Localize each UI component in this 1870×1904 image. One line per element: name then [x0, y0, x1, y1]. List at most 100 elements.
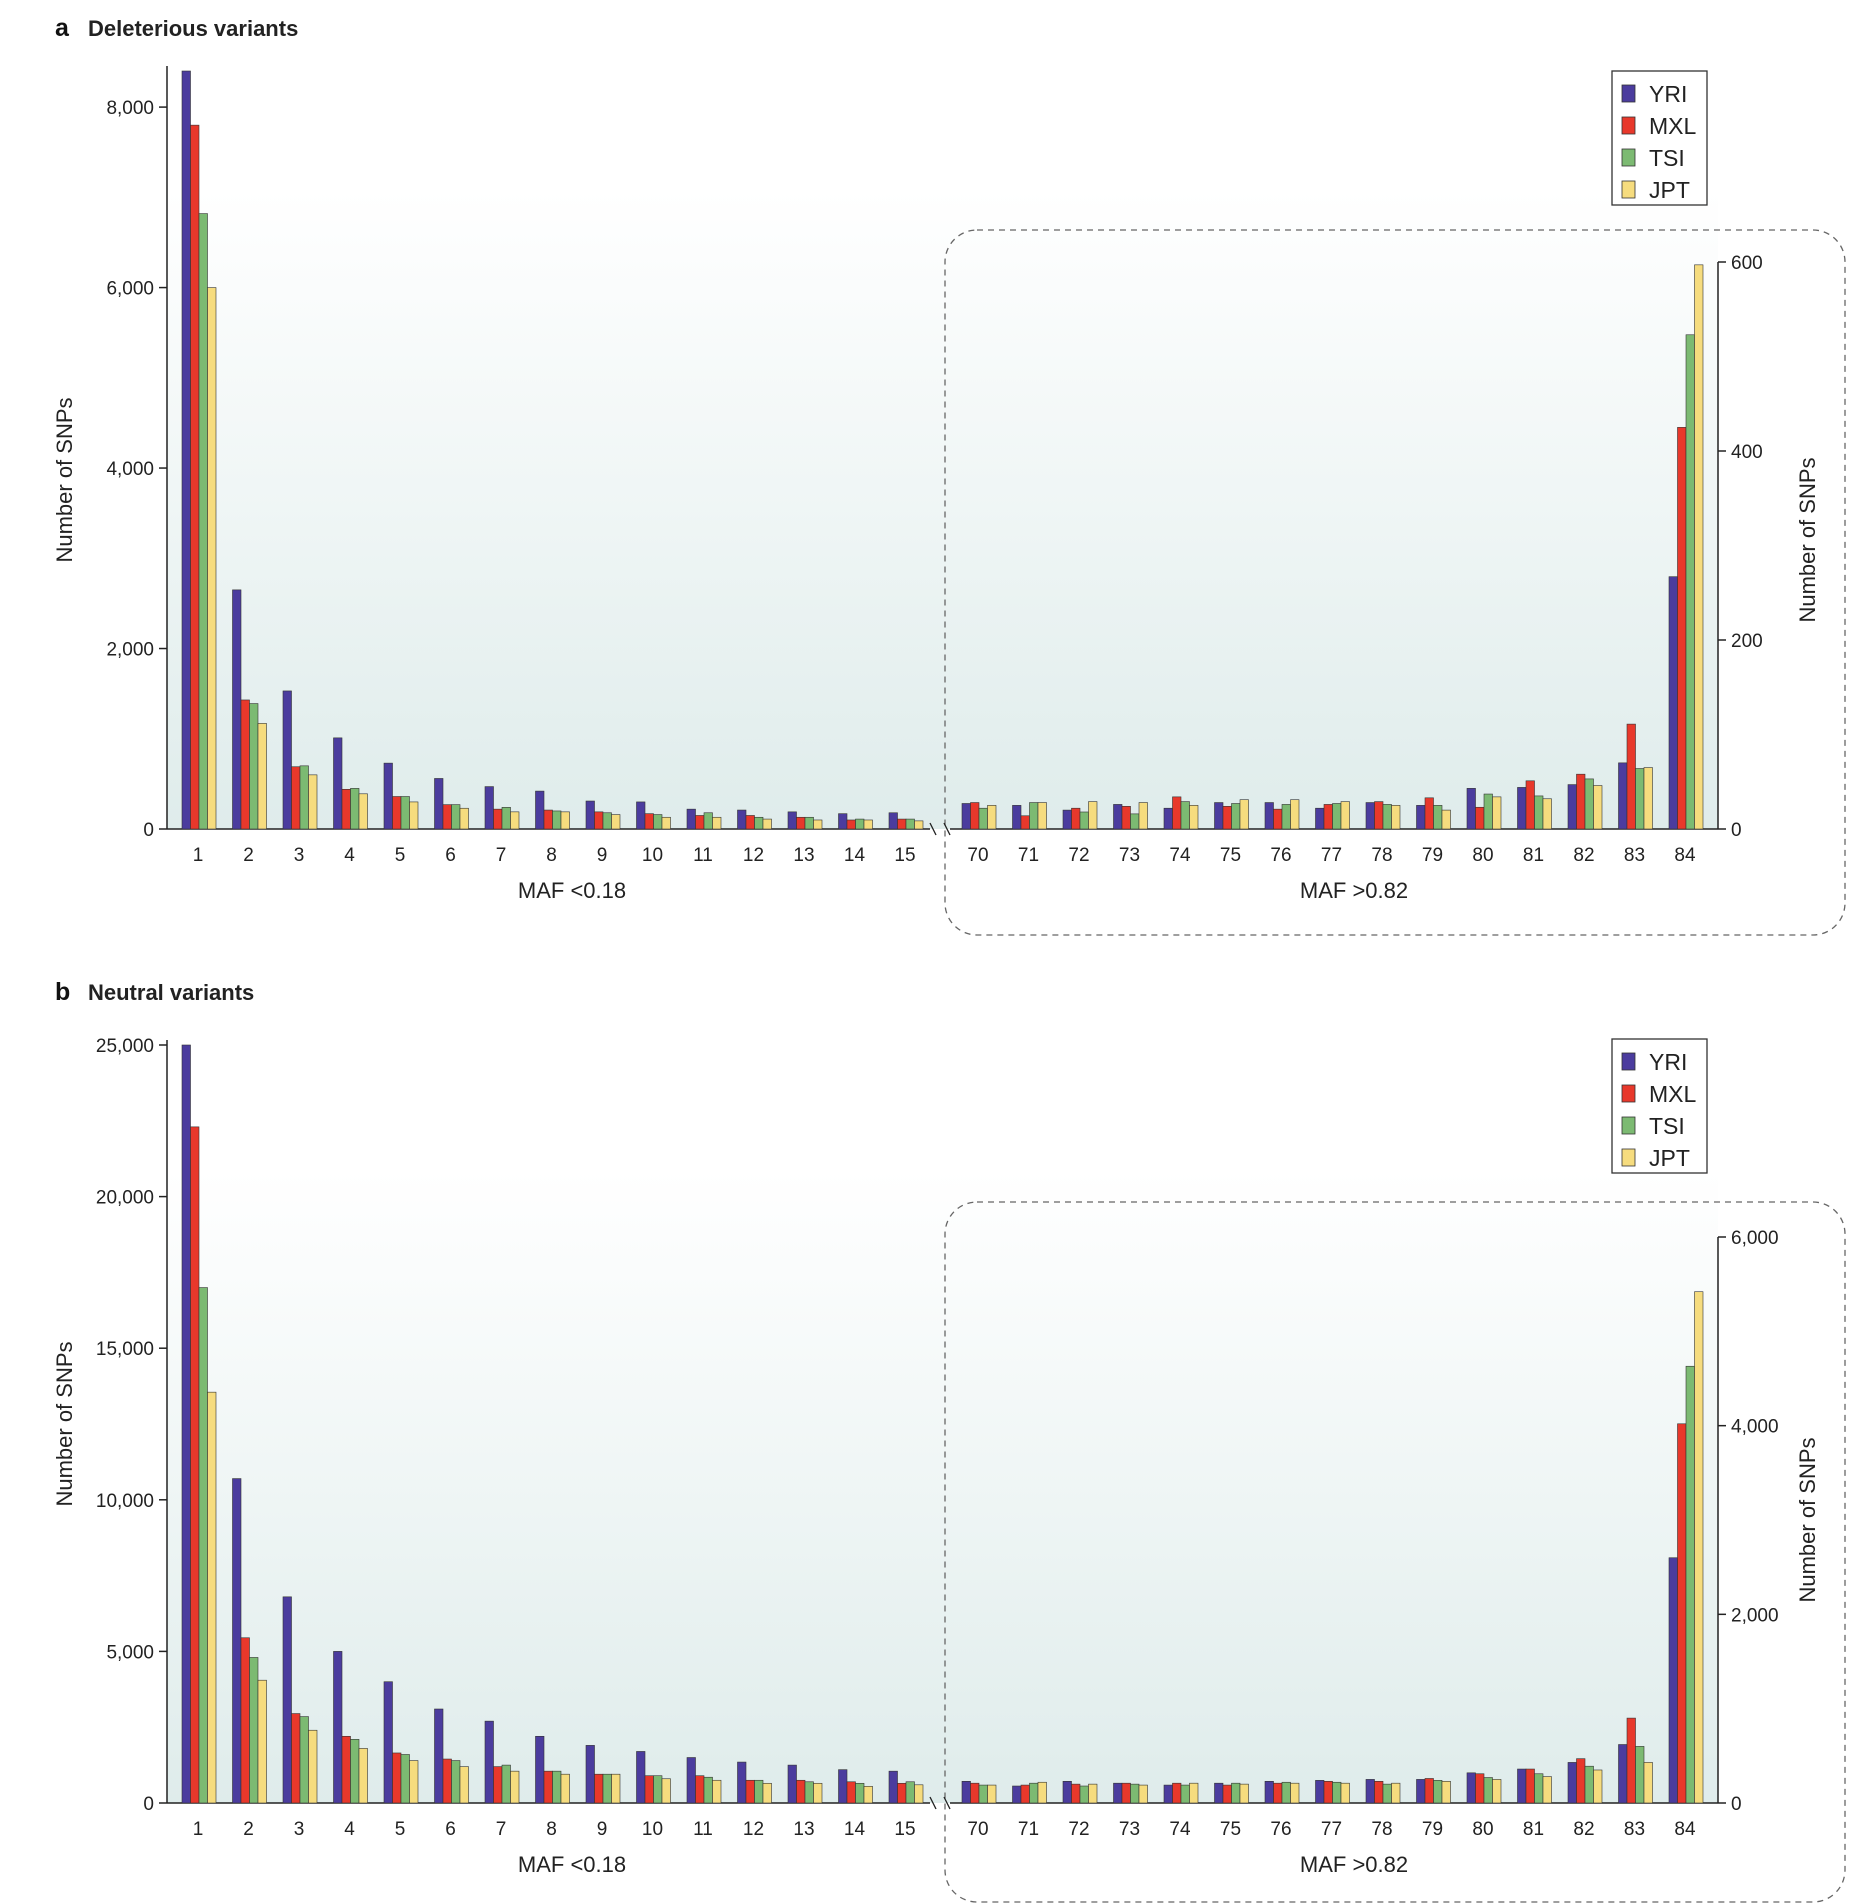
pb-right-bar-tsi-70: [978, 1784, 988, 1804]
pa-left-bar-yri-15: [888, 812, 898, 830]
pa-right-bar-yri-83: [1618, 762, 1628, 830]
pb-right-bar-tsi-79: [1433, 1780, 1443, 1804]
pb-left-bar-mxl-9: [594, 1773, 604, 1804]
pa-left-xtick-label: 4: [344, 845, 355, 866]
pb-right-bar-mxl-73: [1121, 1782, 1131, 1804]
pb-right-bar-jpt-81: [1542, 1776, 1552, 1804]
pa-left-bar-tsi-13: [804, 816, 814, 830]
pb-left-bar-yri-4: [333, 1651, 343, 1804]
pb-right-xtick-label: 83: [1624, 1819, 1645, 1840]
pb-left-bar-tsi-6: [451, 1760, 461, 1804]
pa-right-bar-jpt-70: [987, 805, 997, 830]
pa-right-bar-jpt-76: [1290, 799, 1300, 830]
pa-left-bar-tsi-6: [451, 804, 461, 830]
pb-left-bar-jpt-11: [712, 1779, 722, 1804]
pb-left-bar-tsi-9: [602, 1773, 612, 1804]
pa-right-bar-mxl-76: [1273, 808, 1283, 830]
pa-left-xtick-label: 13: [793, 845, 814, 866]
pa-right-bar-mxl-74: [1172, 796, 1182, 830]
pb-right-bar-yri-79: [1416, 1779, 1426, 1804]
pb-left-xtick-label: 10: [642, 1819, 663, 1840]
pb-legend-swatch-tsi: [1621, 1116, 1636, 1135]
pa-left-xtick-label: 5: [395, 845, 406, 866]
pb-left-bar-yri-13: [787, 1764, 797, 1804]
pa-left-xtick-label: 15: [894, 845, 915, 866]
pb-left-bar-jpt-10: [661, 1778, 671, 1804]
pa-right-bar-yri-73: [1113, 804, 1123, 830]
pa-left-bar-mxl-12: [745, 815, 755, 830]
pb-left-xtick-label: 5: [395, 1819, 406, 1840]
pa-right-bar-jpt-74: [1189, 805, 1199, 830]
pa-left-bar-mxl-1: [190, 124, 200, 830]
pa-right-xtick-label: 71: [1018, 845, 1039, 866]
pb-right-bar-tsi-80: [1483, 1777, 1493, 1804]
pa-left-y-axis-title: Number of SNPs: [52, 397, 77, 562]
pa-right-ytick-label: 0: [1731, 820, 1742, 841]
pb-left-bar-tsi-5: [400, 1754, 410, 1804]
pb-left-bar-yri-8: [535, 1735, 545, 1804]
pa-left-bar-yri-1: [181, 70, 191, 830]
pb-right-bar-tsi-83: [1635, 1746, 1645, 1804]
pb-legend-label-mxl: MXL: [1649, 1081, 1697, 1107]
pb-left-bar-mxl-7: [493, 1766, 503, 1804]
pb-right-bar-yri-71: [1012, 1785, 1022, 1804]
pb-left-bar-tsi-2: [249, 1657, 259, 1804]
pa-legend-label-mxl: MXL: [1649, 113, 1697, 139]
pa-left-bar-yri-7: [484, 786, 494, 830]
pb-left-xtick-label: 1: [193, 1819, 204, 1840]
pa-right-bar-tsi-73: [1130, 813, 1140, 830]
pb-right-bar-yri-76: [1264, 1781, 1274, 1804]
pb-right-xtick-label: 71: [1018, 1819, 1039, 1840]
pb-left-bar-mxl-12: [745, 1779, 755, 1804]
pb-left-bar-jpt-5: [409, 1760, 419, 1804]
pa-left-bar-mxl-10: [644, 813, 654, 830]
pa-left-bar-jpt-12: [762, 818, 772, 830]
pa-right-xtick-label: 80: [1472, 845, 1493, 866]
pb-left-bar-yri-10: [636, 1751, 646, 1804]
pb-left-bar-jpt-14: [863, 1786, 873, 1804]
pb-right-bar-mxl-70: [970, 1782, 980, 1804]
pa-right-bar-jpt-71: [1037, 802, 1047, 830]
pb-left-bar-tsi-15: [905, 1781, 915, 1804]
pb-left-bar-tsi-8: [552, 1770, 562, 1804]
pa-right-xtick-label: 82: [1573, 845, 1594, 866]
pa-left-bar-tsi-15: [905, 818, 915, 830]
pb-left-ytick-label: 20,000: [96, 1188, 154, 1209]
pa-right-bar-tsi-77: [1332, 803, 1342, 830]
pa-left-bar-tsi-9: [602, 812, 612, 830]
pa-right-xtick-label: 72: [1068, 845, 1089, 866]
pa-left-bar-jpt-15: [914, 820, 924, 830]
pb-right-bar-jpt-78: [1391, 1782, 1401, 1804]
pa-right-bar-yri-80: [1466, 788, 1476, 830]
pa-right-bar-jpt-73: [1138, 802, 1148, 830]
pb-left-bar-jpt-8: [560, 1773, 570, 1804]
pb-background: [167, 1170, 1718, 1803]
pb-right-bar-mxl-71: [1020, 1784, 1030, 1804]
pa-left-xtick-label: 8: [546, 845, 557, 866]
pb-right-bar-tsi-77: [1332, 1781, 1342, 1804]
pb-right-bar-tsi-78: [1382, 1783, 1392, 1804]
pa-right-bar-mxl-79: [1424, 797, 1434, 830]
pb-left-ytick-label: 25,000: [96, 1036, 154, 1057]
pb-left-bar-mxl-10: [644, 1775, 654, 1804]
pa-right-bar-mxl-83: [1626, 723, 1636, 830]
pa-left-xtick-label: 12: [743, 845, 764, 866]
pb-right-bar-jpt-72: [1088, 1783, 1098, 1804]
pb-left-bar-yri-14: [838, 1769, 848, 1804]
pa-left-ytick-label: 4,000: [106, 459, 154, 480]
panel-a-letter: a: [55, 14, 70, 42]
pa-left-bar-mxl-15: [897, 818, 907, 830]
pa-right-ytick-label: 200: [1731, 631, 1763, 652]
pb-left-bar-yri-1: [181, 1044, 191, 1804]
pa-left-bar-tsi-7: [501, 807, 511, 830]
pa-right-bar-mxl-70: [970, 802, 980, 830]
pa-legend-label-tsi: TSI: [1649, 145, 1685, 171]
pa-right-bar-yri-70: [961, 803, 971, 830]
pb-left-xtick-label: 14: [844, 1819, 866, 1840]
pa-right-xtick-label: 83: [1624, 845, 1645, 866]
pa-right-bar-tsi-81: [1534, 795, 1544, 830]
pb-right-bar-jpt-70: [987, 1784, 997, 1804]
pa-left-bar-yri-12: [737, 809, 747, 830]
pb-left-bar-mxl-14: [846, 1781, 856, 1804]
